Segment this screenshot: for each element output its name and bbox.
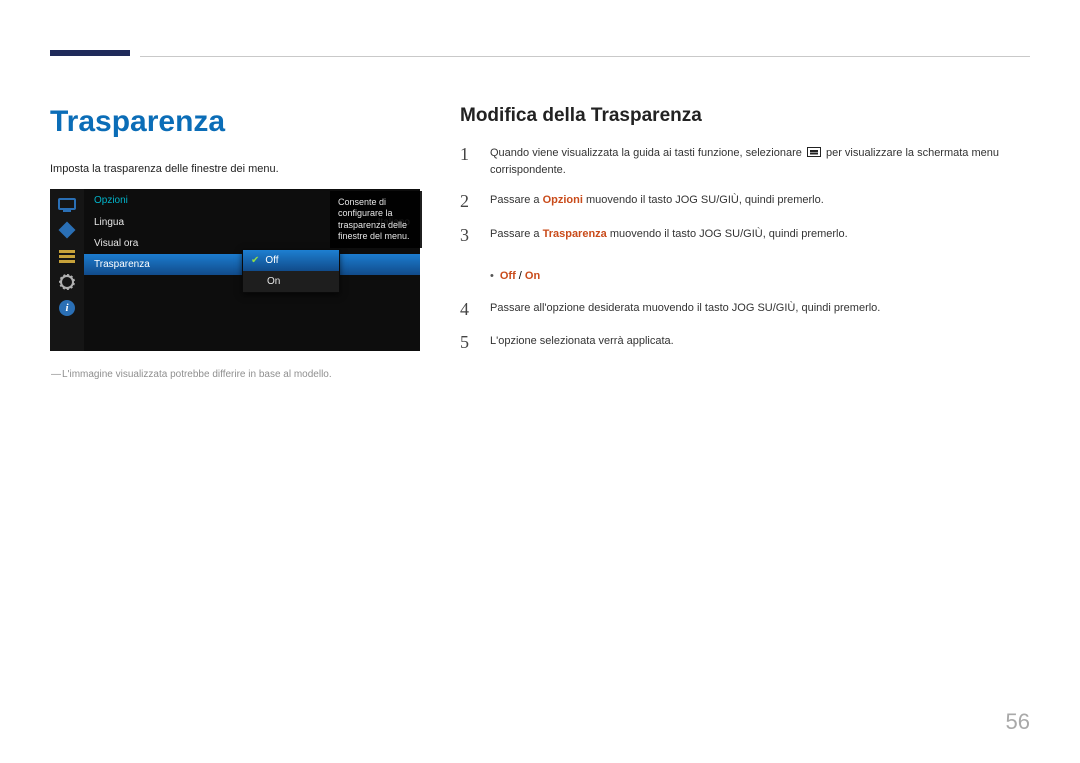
monitor-icon <box>56 193 78 215</box>
step-3: 3 Passare a Trasparenza muovendo il tast… <box>460 226 1030 246</box>
page-number: 56 <box>1006 709 1030 735</box>
footnote-text: L'immagine visualizzata potrebbe differi… <box>62 369 332 380</box>
step-text-pre: Passare a <box>490 228 543 240</box>
step-number: 4 <box>460 300 478 320</box>
intro-text: Imposta la trasparenza delle finestre de… <box>50 163 430 175</box>
step-number: 3 <box>460 226 478 246</box>
osd-option-on: On <box>243 271 339 292</box>
step-2: 2 Passare a Opzioni muovendo il tasto JO… <box>460 192 1030 212</box>
step-text: L'opzione selezionata verrà applicata. <box>490 333 674 350</box>
menu-icon <box>807 147 821 157</box>
osd-screenshot: i Opzioni Lingua Italiano Visual ora Tra… <box>50 189 420 351</box>
osd-row-label: Trasparenza <box>94 259 150 270</box>
osd-row-label: Lingua <box>94 217 124 228</box>
diamond-icon <box>56 219 78 241</box>
bullet-sep: / <box>516 270 525 282</box>
gear-icon <box>56 271 78 293</box>
osd-option-label: On <box>267 276 280 287</box>
step-number: 2 <box>460 192 478 212</box>
steps-list: 1 Quando viene visualizzata la guida ai … <box>460 145 1030 353</box>
osd-row-label: Visual ora <box>94 238 138 249</box>
step-text-post: muovendo il tasto JOG SU/GIÙ, quindi pre… <box>583 194 824 206</box>
page-title: Trasparenza <box>50 105 430 139</box>
step-text: Passare a Opzioni muovendo il tasto JOG … <box>490 192 824 209</box>
osd-option-off: ✔ Off <box>243 250 339 271</box>
step-4: 4 Passare all'opzione desiderata muovend… <box>460 300 1030 320</box>
header-accent-bar <box>50 50 130 56</box>
step-text: Quando viene visualizzata la guida ai ta… <box>490 145 1030 178</box>
osd-main-panel: Opzioni Lingua Italiano Visual ora Trasp… <box>84 189 420 351</box>
step-number: 1 <box>460 145 478 165</box>
footnote: ―L'immagine visualizzata potrebbe differ… <box>50 369 430 380</box>
step-text-pre: Passare a <box>490 194 543 206</box>
step-text-post: muovendo il tasto JOG SU/GIÙ, quindi pre… <box>607 228 848 240</box>
osd-option-label: Off <box>265 255 278 266</box>
options-bullet: •Off / On <box>490 270 1030 282</box>
step-1: 1 Quando viene visualizzata la guida ai … <box>460 145 1030 178</box>
bullet-off: Off <box>500 270 516 282</box>
check-icon: ✔ <box>251 255 259 266</box>
osd-sidebar: i <box>50 189 84 351</box>
info-icon: i <box>56 297 78 319</box>
step-text: Passare all'opzione desiderata muovendo … <box>490 300 880 317</box>
step-text: Passare a Trasparenza muovendo il tasto … <box>490 226 848 243</box>
section-title: Modifica della Trasparenza <box>460 105 1030 127</box>
bars-icon <box>56 245 78 267</box>
step-text-pre: Quando viene visualizzata la guida ai ta… <box>490 147 805 159</box>
step-number: 5 <box>460 333 478 353</box>
step-keyword: Trasparenza <box>543 228 607 240</box>
bullet-on: On <box>525 270 540 282</box>
step-keyword: Opzioni <box>543 194 583 206</box>
step-5: 5 L'opzione selezionata verrà applicata. <box>460 333 1030 353</box>
osd-help-bubble: Consente di configurare la trasparenza d… <box>330 191 422 248</box>
header-rule <box>140 56 1030 57</box>
osd-dropdown: ✔ Off On <box>242 249 340 293</box>
